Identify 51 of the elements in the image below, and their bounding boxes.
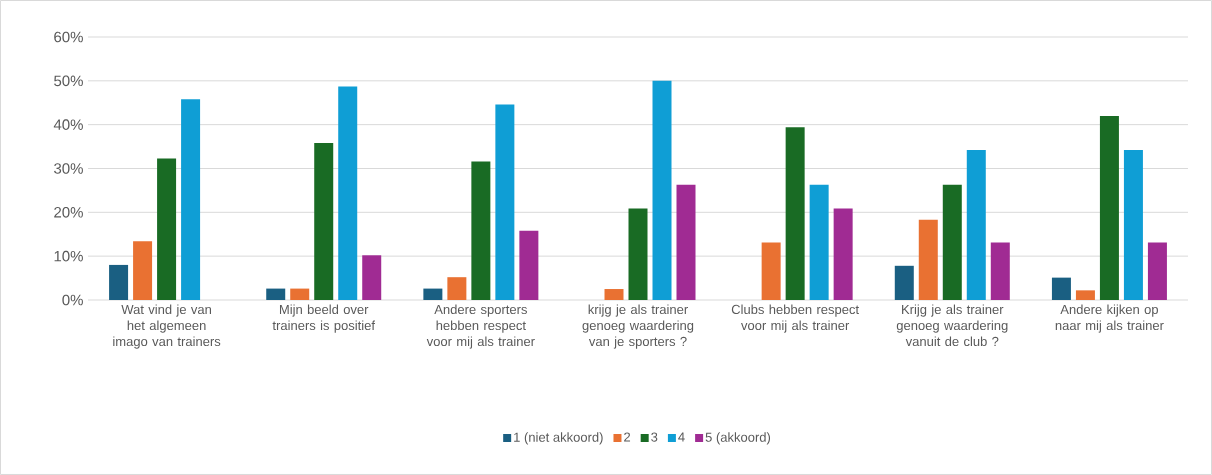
y-tick-label: 50% — [54, 75, 83, 87]
legend-label: 1 (niet akkoord) — [514, 432, 603, 445]
bar — [1147, 242, 1167, 300]
legend-label: 3 — [651, 432, 658, 442]
y-tick-label: 0% — [62, 294, 83, 306]
x-tick-label: Clubs hebben respect voor mij als trainer — [731, 304, 859, 333]
bar — [1123, 150, 1143, 300]
bar — [519, 230, 539, 300]
x-tick-label: Wat vind je van het algemeen imago van trainers — [113, 304, 221, 349]
bar — [809, 184, 829, 300]
bar — [785, 127, 805, 300]
bar — [181, 99, 201, 300]
bar — [942, 184, 962, 300]
y-tick-label: 10% — [54, 250, 83, 262]
bar — [1075, 290, 1095, 300]
bar — [290, 288, 310, 300]
y-tick-label: 40% — [53, 119, 83, 130]
bar — [966, 150, 986, 300]
x-tick-label: Krijg je als trainer genoeg waardering vanuit de club ? — [896, 304, 1008, 347]
bar — [338, 86, 358, 300]
bar — [1051, 277, 1071, 300]
bar — [990, 242, 1010, 300]
y-tick-label: 20% — [54, 207, 83, 218]
bar — [1099, 115, 1119, 300]
bar — [652, 80, 672, 300]
y-tick-label: 60% — [54, 31, 83, 43]
bar — [266, 288, 286, 300]
bar — [471, 161, 491, 300]
bar — [894, 265, 914, 300]
x-tick-label: krijg je als trainer genoeg waardering van je sporters ? — [582, 304, 694, 349]
bar — [761, 242, 781, 300]
bar — [133, 241, 153, 300]
bar — [628, 208, 648, 300]
x-tick-label: Andere kijken op naar mij als trainer — [1055, 304, 1164, 333]
bar — [423, 288, 443, 300]
bar — [833, 208, 853, 300]
bar — [918, 219, 938, 300]
legend-label: 2 — [624, 432, 631, 442]
x-tick-label: Andere sporters hebben respect voor mij als trainer — [426, 304, 535, 349]
legend-label: 4 — [678, 432, 685, 442]
bar — [495, 104, 515, 300]
bar — [157, 158, 177, 300]
x-tick-label: Mijn beeld over trainers is positief — [272, 304, 376, 333]
bar — [676, 184, 696, 300]
bar — [314, 143, 334, 300]
bar — [604, 289, 624, 300]
bar — [109, 264, 129, 300]
bar — [447, 277, 467, 300]
legend-label: 5 (akkoord) — [705, 432, 771, 445]
y-tick-label: 30% — [54, 163, 83, 174]
bar — [362, 255, 382, 300]
